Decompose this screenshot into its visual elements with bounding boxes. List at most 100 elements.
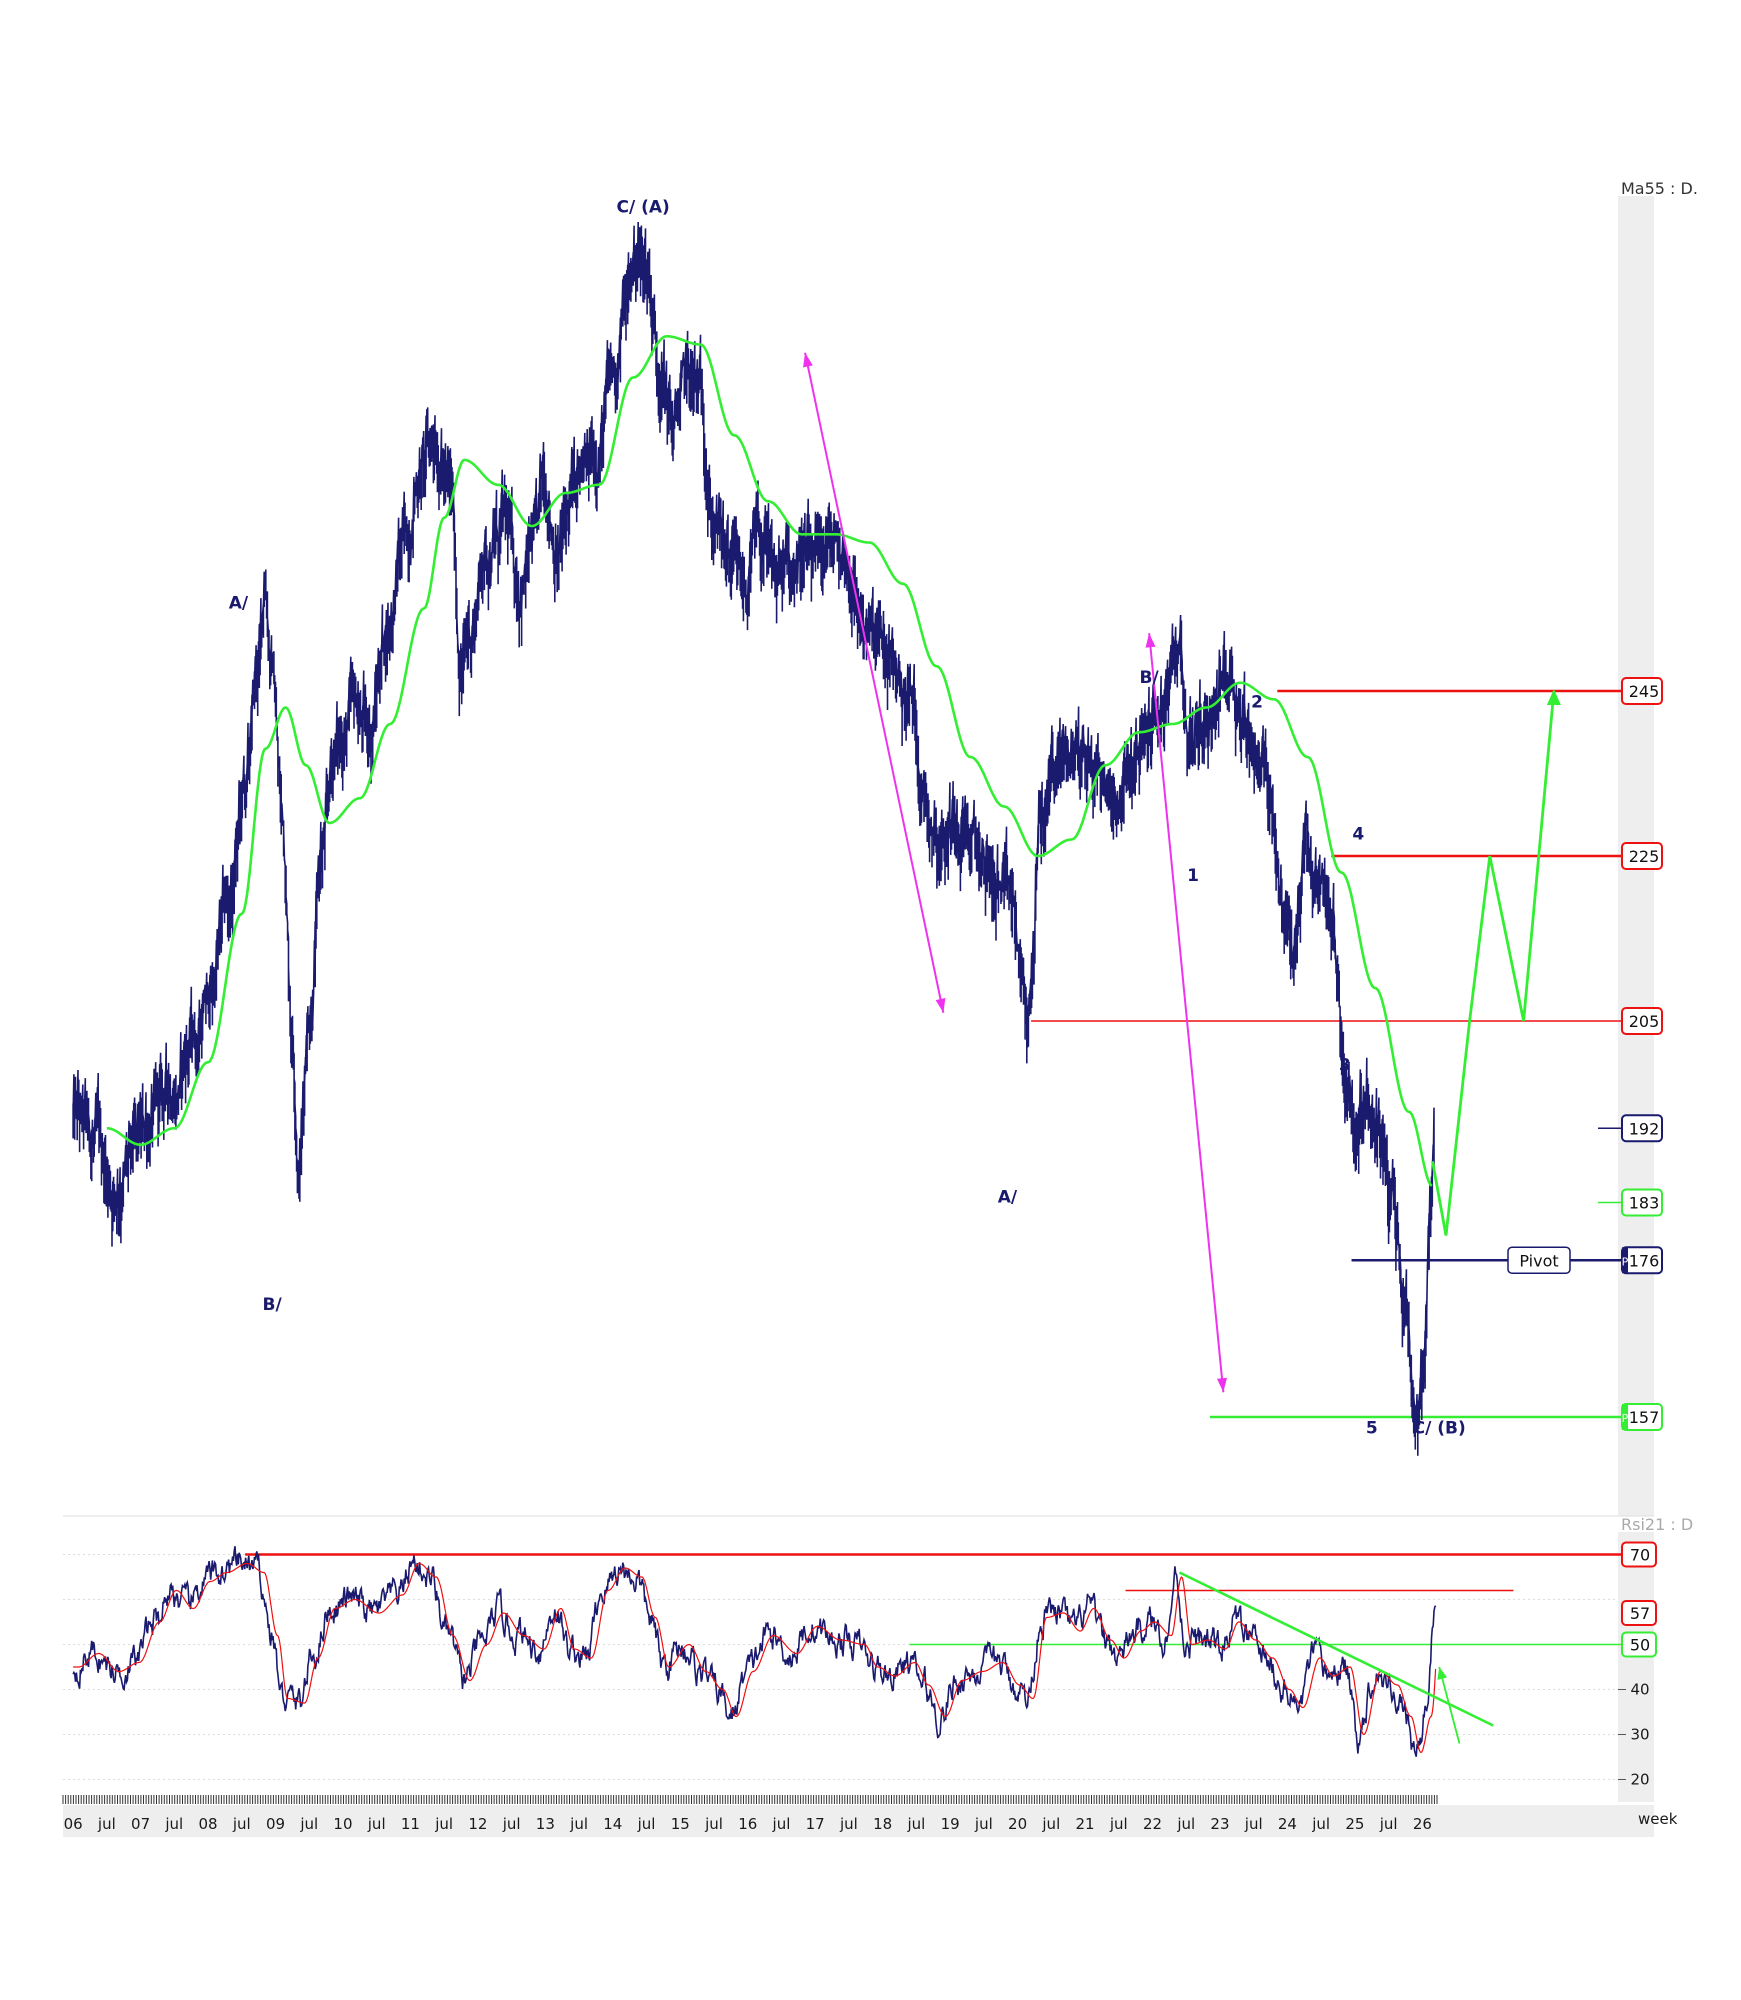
price-badge-192: [1621, 1114, 1663, 1143]
price-badge-205: [1621, 1007, 1663, 1035]
rsi-series: [72, 1546, 1437, 1757]
rsi-badge-50: [1621, 1631, 1657, 1658]
wave-label-9: 5: [1366, 1419, 1378, 1439]
x-tick-label-0: 06: [64, 1815, 83, 1833]
x-tick-label-11: jul: [434, 1815, 453, 1833]
price-badge-marker-157: [1622, 1404, 1628, 1430]
rsi-ytick-label-20: 20: [1630, 1771, 1649, 1789]
x-tick-label-32: 22: [1143, 1815, 1162, 1833]
rsi-panel-title: Rsi21 : D: [1621, 1515, 1693, 1534]
rsi-trend-arrow-head: [1437, 1667, 1448, 1680]
x-tick-label-27: jul: [974, 1815, 993, 1833]
wave-arrow-1-head-end: [1217, 1377, 1227, 1393]
x-tick-label-24: 18: [873, 1815, 892, 1833]
projection-path: [1431, 689, 1561, 1236]
wave-label-4: B/: [1140, 668, 1160, 688]
x-tick-label-16: 14: [603, 1815, 622, 1833]
rsi-ytick-label-30: 30: [1630, 1726, 1649, 1744]
price-badge-text-176: 176: [1629, 1251, 1660, 1270]
x-tick-label-13: jul: [502, 1815, 521, 1833]
wave-label-5: 1: [1187, 866, 1199, 886]
x-tick-label-22: 17: [806, 1815, 825, 1833]
rsi-trend-arrow-shaft: [1438, 1666, 1461, 1744]
x-tick-label-1: jul: [97, 1815, 116, 1833]
wave-arrow-0-head-end: [935, 998, 946, 1013]
rsi-badge-70: [1621, 1541, 1657, 1568]
x-tick-label-39: jul: [1379, 1815, 1398, 1833]
x-axis-label: week: [1638, 1810, 1678, 1828]
x-tick-label-14: 13: [536, 1815, 555, 1833]
x-tick-label-5: jul: [232, 1815, 251, 1833]
x-tick-label-19: jul: [704, 1815, 723, 1833]
projection-arrowhead: [1546, 689, 1561, 705]
pivot-label: Pivot: [1519, 1251, 1558, 1270]
ma-series: [106, 335, 1433, 1187]
price-badge-marker-text-176: P: [1622, 1255, 1629, 1268]
x-axis-minor-ticks: [62, 1795, 1438, 1804]
rsi-trendline: [1178, 1571, 1494, 1744]
x-tick-label-33: jul: [1176, 1815, 1195, 1833]
rsi-badge-text-57: 57: [1630, 1604, 1650, 1623]
rsi-signal-line: [73, 1562, 1437, 1754]
rsi-levels: [245, 1553, 1622, 1646]
x-tick-label-26: 19: [941, 1815, 960, 1833]
price-badge-text-192: 192: [1629, 1119, 1660, 1138]
wave-label-1: B/: [263, 1295, 283, 1315]
price-line: [72, 221, 1435, 1456]
rsi-grid: [63, 1554, 1618, 1780]
x-tick-label-6: 09: [266, 1815, 285, 1833]
x-tick-label-28: 20: [1008, 1815, 1027, 1833]
rsi-badge-text-50: 50: [1630, 1636, 1650, 1655]
x-tick-label-36: 24: [1278, 1815, 1297, 1833]
x-tick-label-31: jul: [1109, 1815, 1128, 1833]
x-tick-label-30: 21: [1076, 1815, 1095, 1833]
wave-arrow-1-shaft: [1148, 633, 1225, 1393]
wave-label-2: C/ (A): [617, 198, 670, 218]
price-badge-245: [1621, 677, 1663, 705]
wave-arrow-0-head-start: [803, 352, 813, 368]
x-tick-label-17: jul: [637, 1815, 656, 1833]
price-badge-183: [1621, 1188, 1663, 1217]
x-tick-label-21: jul: [772, 1815, 791, 1833]
pivot-box: [1507, 1246, 1571, 1274]
rsi-badge-57: [1621, 1600, 1657, 1626]
x-tick-label-2: 07: [131, 1815, 150, 1833]
wave-labels: A/B/C/ (A) A/B/1 2 3 4 5 C/ (B): [229, 198, 1466, 1439]
x-tick-label-25: jul: [906, 1815, 925, 1833]
price-panel-title: Ma55 : D.: [1621, 179, 1698, 198]
x-tick-label-40: 26: [1413, 1815, 1432, 1833]
price-badge-text-183: 183: [1629, 1194, 1660, 1213]
projection-line: [1431, 690, 1556, 1236]
pivot-group: Pivot: [1351, 1246, 1622, 1274]
price-badge-text-157: 157: [1629, 1408, 1660, 1427]
x-tick-label-34: 23: [1210, 1815, 1229, 1833]
wave-label-3: A/: [998, 1188, 1018, 1208]
wave-arrows: [803, 352, 1227, 1393]
x-tick-label-3: jul: [164, 1815, 183, 1833]
x-tick-label-35: jul: [1244, 1815, 1263, 1833]
x-tick-label-15: jul: [569, 1815, 588, 1833]
x-tick-label-18: 15: [671, 1815, 690, 1833]
price-badge-225: [1621, 842, 1663, 870]
x-tick-label-29: jul: [1041, 1815, 1060, 1833]
rsi-badges: 70 57 50: [1621, 1541, 1657, 1658]
rsi-line: [72, 1546, 1437, 1757]
x-tick-label-10: 11: [401, 1815, 420, 1833]
price-badge-text-225: 225: [1629, 847, 1660, 866]
x-tick-label-8: 10: [333, 1815, 352, 1833]
wave-label-7: 3: [1339, 1056, 1351, 1076]
x-tick-label-12: 12: [468, 1815, 487, 1833]
time-axis-panel: [63, 1805, 1654, 1837]
wave-label-8: 4: [1352, 825, 1364, 845]
price-badge-marker-text-157: P: [1622, 1412, 1629, 1425]
rsi-axis-panel: [1618, 1532, 1654, 1802]
wave-label-6: 2: [1251, 693, 1263, 713]
rsi-ytick-label-40: 40: [1630, 1681, 1649, 1699]
x-tick-label-9: jul: [367, 1815, 386, 1833]
x-tick-label-38: 25: [1345, 1815, 1364, 1833]
x-tick-label-23: jul: [839, 1815, 858, 1833]
rsi-trendline-line: [1178, 1571, 1494, 1727]
x-tick-label-20: 16: [738, 1815, 757, 1833]
